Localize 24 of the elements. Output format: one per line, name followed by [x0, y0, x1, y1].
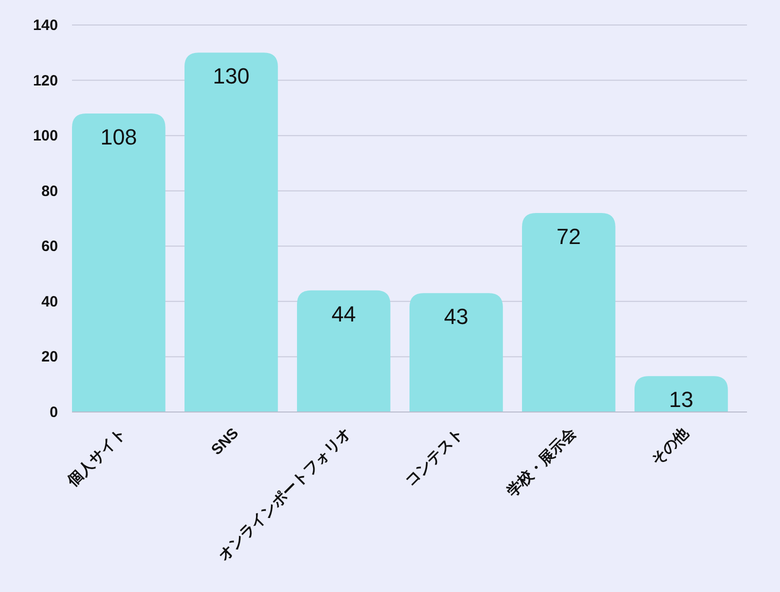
bar — [410, 293, 503, 412]
data-label: 13 — [668, 387, 694, 412]
x-tick-label: コンテスト — [402, 424, 468, 490]
data-label: 44 — [331, 301, 356, 326]
x-tick-label: その他 — [648, 424, 693, 469]
bar — [297, 290, 390, 412]
y-tick-label: 0 — [50, 404, 58, 421]
data-label: 130 — [212, 64, 250, 89]
y-tick-label: 100 — [32, 128, 58, 145]
y-tick-label: 40 — [41, 293, 58, 310]
x-tick-label: 個人サイト — [64, 424, 130, 491]
y-tick-label: 20 — [41, 348, 58, 366]
y-tick-label: 80 — [41, 182, 58, 200]
bar — [634, 376, 728, 412]
bar — [72, 113, 166, 412]
x-tick-label: 学校・展示会 — [504, 424, 580, 500]
data-label: 43 — [444, 304, 468, 330]
y-tick-label: 140 — [32, 17, 58, 34]
y-tick-label: 60 — [41, 238, 58, 256]
data-label: 72 — [556, 224, 581, 249]
y-tick-label: 120 — [32, 72, 58, 90]
data-label: 108 — [100, 124, 138, 150]
bar — [184, 52, 278, 412]
bar — [522, 212, 616, 412]
